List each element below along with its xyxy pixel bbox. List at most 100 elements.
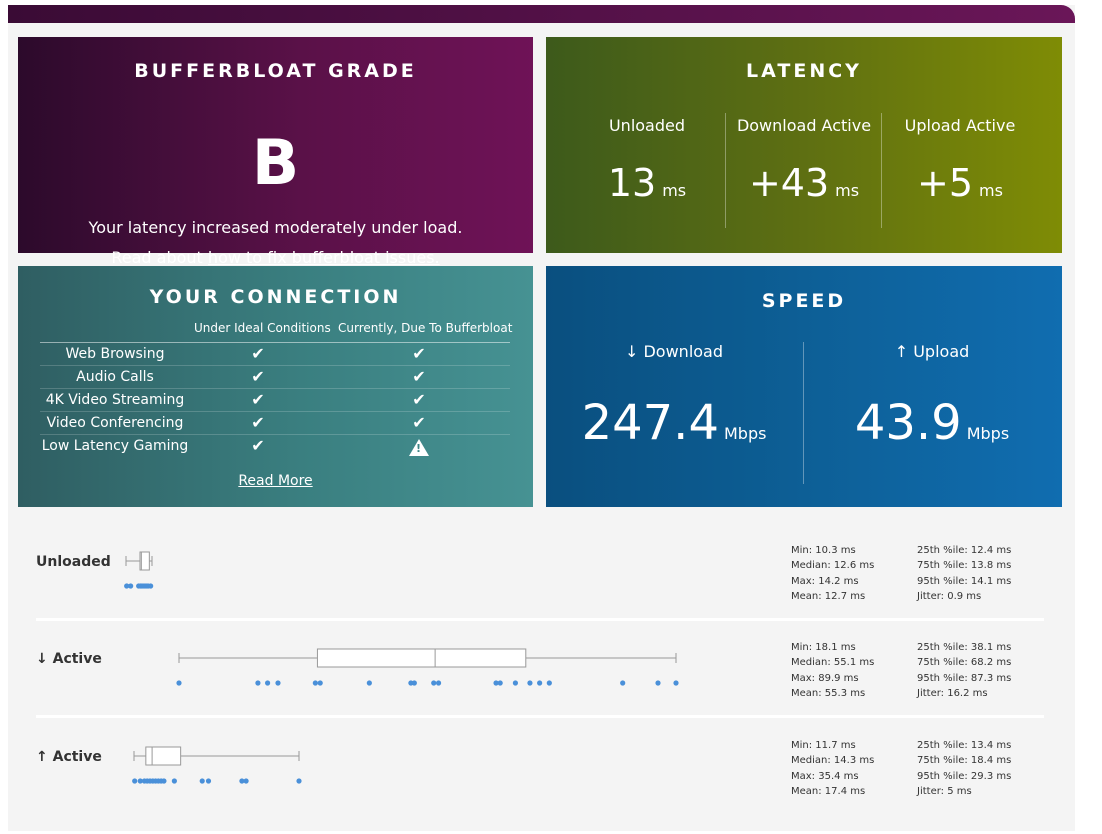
stats-left: Min: 11.7 ms Median: 14.3 ms Max: 35.4 ms M… bbox=[791, 738, 874, 799]
status-cell bbox=[407, 436, 431, 457]
stat-p95: 95th %ile: 14.1 ms bbox=[917, 575, 1012, 587]
sample-dot bbox=[148, 583, 154, 589]
connection-row: Low Latency Gaming ✔ bbox=[40, 435, 510, 457]
stat-max: Max: 35.4 ms bbox=[791, 770, 859, 782]
sample-dot bbox=[537, 680, 543, 686]
latency-tile: LATENCY Unloaded 13 ms Download Active +4… bbox=[546, 37, 1062, 253]
latency-detail-row: Unloaded Min: 10.3 ms Median: 12.6 ms Max: … bbox=[36, 530, 1044, 626]
latency-unloaded: Unloaded 13 ms bbox=[569, 113, 725, 267]
sample-dot bbox=[132, 778, 138, 784]
sample-dot bbox=[265, 680, 271, 686]
connection-row: Web Browsing ✔ ✔ bbox=[40, 343, 510, 366]
connection-row: Video Conferencing ✔ ✔ bbox=[40, 412, 510, 435]
sample-dot bbox=[255, 680, 261, 686]
sample-dot bbox=[161, 778, 167, 784]
sample-dot bbox=[366, 680, 372, 686]
latency-unit: ms bbox=[835, 181, 860, 200]
check-icon: ✔ bbox=[412, 413, 426, 432]
stat-median: Median: 55.1 ms bbox=[791, 657, 875, 669]
latency-label: Upload Active bbox=[904, 116, 1016, 135]
sample-dot bbox=[275, 680, 281, 686]
check-icon: ✔ bbox=[251, 344, 265, 363]
speed-divider bbox=[803, 342, 804, 484]
upload-value: 43.9 bbox=[854, 395, 962, 451]
stats-right: 25th %ile: 12.4 ms 75th %ile: 13.8 ms 95th… bbox=[917, 543, 1011, 604]
latency-divider bbox=[881, 113, 882, 228]
latency-upload-active: Upload Active +5 ms bbox=[882, 113, 1038, 267]
latency-unit: ms bbox=[979, 181, 1003, 200]
connection-row-name: Web Browsing bbox=[65, 346, 165, 362]
sample-dot bbox=[546, 680, 552, 686]
box-plot bbox=[132, 746, 302, 784]
header-bar bbox=[8, 5, 1075, 23]
read-more-link[interactable]: Read More bbox=[238, 473, 313, 489]
upload-speed: ↑ Upload 43.9 Mbps bbox=[804, 342, 1060, 451]
latency-unit: ms bbox=[662, 181, 687, 200]
connection-row-name: Low Latency Gaming bbox=[41, 438, 189, 454]
check-icon: ✔ bbox=[251, 367, 265, 386]
sample-dot bbox=[243, 778, 249, 784]
sample-dot bbox=[176, 680, 182, 686]
download-unit: Mbps bbox=[723, 424, 767, 443]
stat-min: Min: 10.3 ms bbox=[791, 545, 856, 556]
stat-p25: 25th %ile: 38.1 ms bbox=[917, 642, 1012, 653]
row-separator bbox=[36, 618, 1044, 621]
stat-jitter: Jitter: 16.2 ms bbox=[917, 687, 988, 699]
stat-max: Max: 89.9 ms bbox=[791, 672, 859, 684]
box-plot bbox=[176, 648, 679, 686]
speed-title: SPEED bbox=[761, 290, 847, 312]
sample-dot bbox=[312, 680, 318, 686]
connection-row: Audio Calls ✔ ✔ bbox=[40, 366, 510, 389]
iqr-box bbox=[145, 746, 182, 766]
stat-p75: 75th %ile: 18.4 ms bbox=[917, 755, 1012, 767]
sample-dot bbox=[137, 778, 143, 784]
latency-value: +5 bbox=[917, 161, 974, 205]
sample-dot bbox=[431, 680, 437, 686]
table-rule bbox=[40, 342, 510, 343]
stat-p25: 25th %ile: 12.4 ms bbox=[917, 545, 1012, 556]
row-separator bbox=[36, 715, 1044, 718]
warning-icon bbox=[409, 439, 429, 456]
iqr-box bbox=[139, 551, 150, 571]
upload-unit: Mbps bbox=[966, 424, 1010, 443]
latency-download-active: Download Active +43 ms bbox=[726, 113, 882, 267]
stat-median: Median: 12.6 ms bbox=[791, 560, 875, 572]
stats-right: 25th %ile: 38.1 ms 75th %ile: 68.2 ms 95th… bbox=[917, 640, 1011, 701]
detail-label: Unloaded bbox=[36, 554, 111, 570]
bufferbloat-grade-tile: BUFFERBLOAT GRADE B Your latency increas… bbox=[18, 37, 533, 267]
stats-right: 25th %ile: 13.4 ms 75th %ile: 18.4 ms 95th… bbox=[917, 738, 1011, 799]
latency-value: 13 bbox=[607, 161, 657, 205]
stat-mean: Mean: 55.3 ms bbox=[791, 687, 866, 699]
stat-p95: 95th %ile: 87.3 ms bbox=[917, 672, 1012, 684]
stat-max: Max: 14.2 ms bbox=[791, 575, 859, 587]
connection-tile: YOUR CONNECTION Under Ideal Conditions C… bbox=[18, 266, 533, 507]
check-icon: ✔ bbox=[251, 436, 265, 455]
grade-title: BUFFERBLOAT GRADE bbox=[134, 60, 417, 82]
check-icon: ✔ bbox=[412, 344, 426, 363]
stat-mean: Mean: 17.4 ms bbox=[791, 785, 866, 797]
sample-dot bbox=[317, 680, 323, 686]
grade-link-row: Read about how to fix bufferbloat issues… bbox=[18, 248, 533, 267]
sample-dot bbox=[239, 778, 245, 784]
stat-p25: 25th %ile: 13.4 ms bbox=[917, 740, 1012, 751]
latency-label: Unloaded bbox=[608, 116, 686, 135]
latency-value: +43 bbox=[748, 161, 830, 205]
connection-row-name: 4K Video Streaming bbox=[45, 392, 185, 408]
latency-divider bbox=[725, 113, 726, 228]
stat-p95: 95th %ile: 29.3 ms bbox=[917, 770, 1012, 782]
connection-table: Web Browsing ✔ ✔ Audio Calls ✔ ✔ 4K Video Stre… bbox=[40, 342, 510, 457]
latency-label: Download Active bbox=[736, 116, 872, 135]
stats-left: Min: 10.3 ms Median: 12.6 ms Max: 14.2 ms M… bbox=[791, 543, 874, 604]
stats-left: Min: 18.1 ms Median: 55.1 ms Max: 89.9 ms M… bbox=[791, 640, 874, 701]
upload-label: ↑ Upload bbox=[894, 342, 970, 361]
fix-bufferbloat-link[interactable]: how to fix bufferbloat issues. bbox=[207, 248, 440, 267]
stat-min: Min: 11.7 ms bbox=[791, 740, 856, 751]
check-icon: ✔ bbox=[412, 367, 426, 386]
sample-dot bbox=[128, 583, 134, 589]
speed-tile: SPEED ↓ Download 247.4 Mbps ↑ Upload 43.9… bbox=[546, 266, 1062, 507]
stat-p75: 75th %ile: 13.8 ms bbox=[917, 560, 1012, 572]
stat-p75: 75th %ile: 68.2 ms bbox=[917, 657, 1012, 669]
sample-dot bbox=[527, 680, 533, 686]
latency-title: LATENCY bbox=[746, 60, 862, 82]
sample-dot bbox=[620, 680, 626, 686]
